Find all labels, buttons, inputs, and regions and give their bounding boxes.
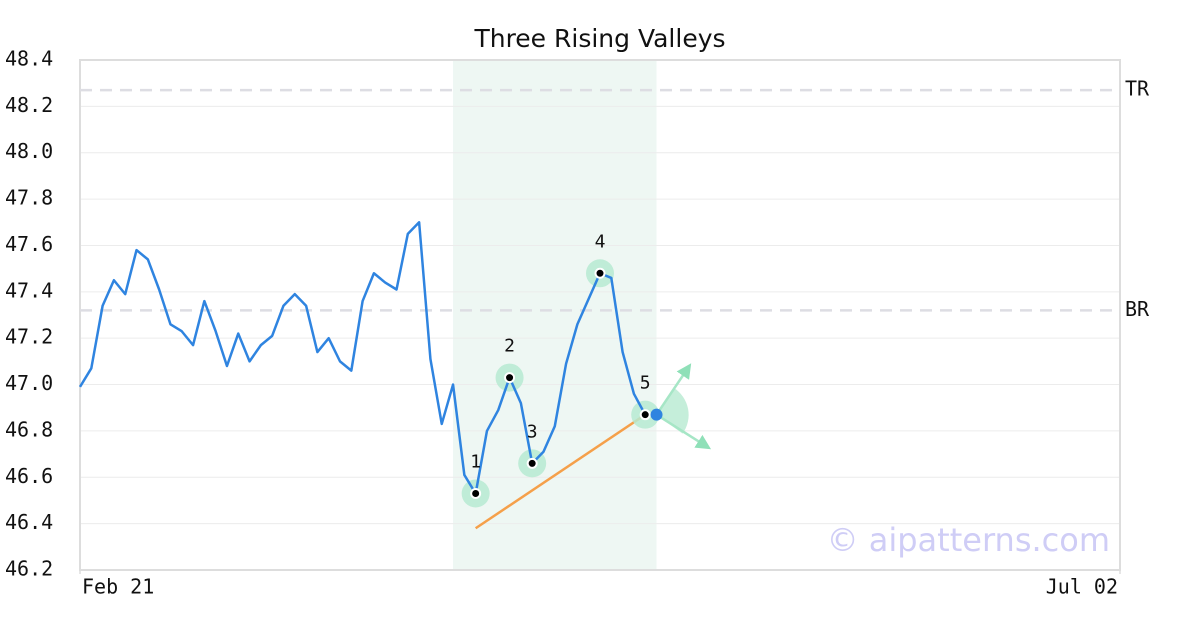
chart-title: Three Rising Valleys [473, 24, 725, 53]
pivot-point [526, 457, 538, 469]
pivot-label: 4 [595, 231, 606, 252]
pivot-label: 1 [470, 452, 481, 473]
breakout-point [650, 408, 663, 421]
breakout-wedge [656, 387, 689, 434]
y-tick-label: 48.2 [5, 93, 53, 117]
pivot-label: 5 [640, 373, 651, 394]
level-label: TR [1125, 77, 1150, 101]
arrow [655, 413, 712, 450]
y-tick-label: 46.2 [5, 557, 53, 581]
price-line [78, 221, 647, 495]
pivot-label: 2 [504, 336, 515, 357]
watermark: © aipatterns.com [827, 521, 1110, 559]
y-tick-label: 47.6 [5, 232, 53, 256]
pivot-point [470, 488, 482, 499]
y-tick-label: 48.0 [5, 139, 53, 163]
plot-border [79, 59, 1121, 571]
pivot-point [639, 409, 651, 421]
pivot-point [594, 267, 606, 279]
arrow [655, 363, 692, 416]
pivot-label: 3 [527, 421, 538, 442]
x-tick-label: Jul 02 [1046, 575, 1118, 599]
pivot-point [504, 372, 516, 384]
y-tick-label: 47.4 [5, 278, 53, 302]
y-tick-label: 46.6 [5, 464, 53, 488]
y-tick-label: 47.8 [5, 186, 53, 210]
x-tick-label: Feb 21 [82, 575, 154, 599]
trend-line [474, 413, 646, 530]
y-tick-label: 47.2 [5, 325, 53, 349]
y-tick-label: 46.4 [5, 510, 53, 534]
y-tick-label: 46.8 [5, 417, 53, 441]
y-tick-label: 47.0 [5, 371, 53, 395]
y-tick-label: 48.4 [5, 47, 53, 71]
pattern-region [453, 60, 657, 570]
level-label: BR [1125, 297, 1150, 321]
